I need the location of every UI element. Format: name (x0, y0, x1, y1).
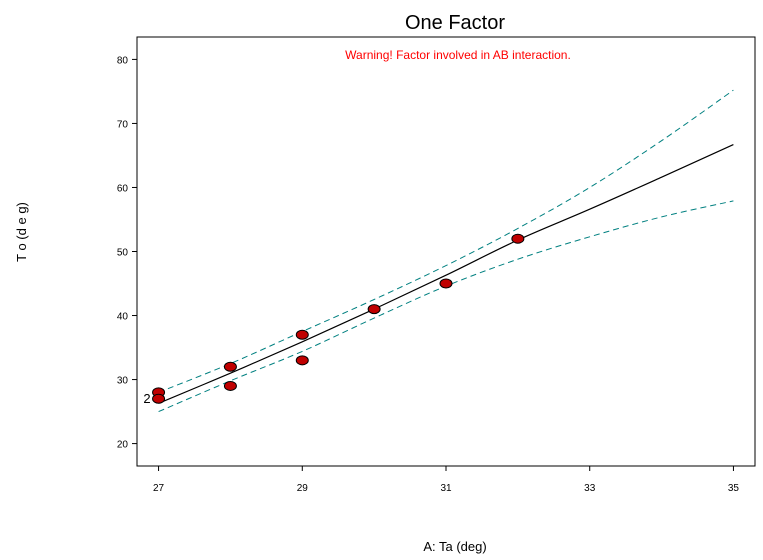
y-tick-label: 50 (117, 248, 129, 259)
x-tick-label: 29 (297, 483, 309, 494)
x-tick-label: 33 (584, 483, 596, 494)
data-point (295, 329, 309, 340)
y-tick-label: 80 (117, 55, 129, 66)
y-axis-label: T o (d e g) (14, 202, 29, 262)
data-points: 2 (143, 233, 525, 406)
y-tick-label: 20 (117, 440, 129, 451)
y-tick-label: 40 (117, 312, 129, 323)
fitted-line (158, 144, 734, 404)
y-tick-label: 70 (117, 119, 129, 130)
x-axis-label: A: Ta (deg) (423, 539, 486, 554)
y-tick-label: 60 (117, 183, 129, 194)
data-point (223, 361, 237, 372)
plot-frame (136, 36, 756, 467)
y-axis: 20 30 40 50 60 70 80 (117, 55, 137, 451)
x-tick-label: 31 (440, 483, 452, 494)
data-point (295, 355, 309, 366)
y-tick-label: 30 (117, 376, 129, 387)
x-tick-label: 27 (153, 483, 165, 494)
data-point (367, 304, 381, 315)
series-layer (158, 89, 734, 413)
chart-title: One Factor (405, 12, 505, 34)
upper-confidence-band (158, 89, 734, 393)
x-tick-label: 35 (728, 483, 740, 494)
lower-confidence-band (158, 200, 734, 413)
data-point (511, 233, 525, 244)
warning-annotation: Warning! Factor involved in AB interacti… (345, 48, 571, 62)
x-axis: 27 29 31 33 35 (153, 466, 739, 494)
data-point (152, 393, 166, 404)
point-count-label: 2 (143, 391, 150, 406)
data-point (439, 278, 453, 289)
data-point (223, 380, 237, 391)
